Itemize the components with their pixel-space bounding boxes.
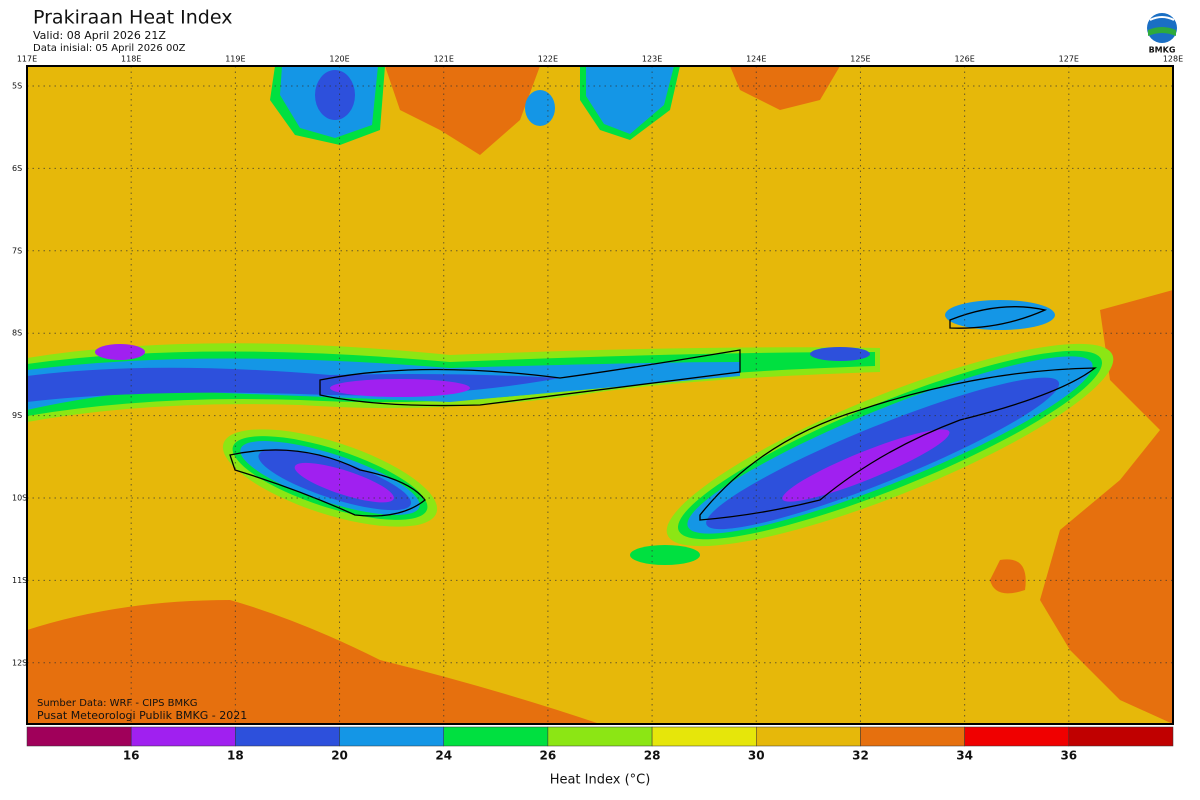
- colorbar-segment: [964, 726, 1070, 747]
- contour: [95, 344, 145, 360]
- colorbar-tick-label: 20: [331, 749, 348, 763]
- colorbar-tick-label: 36: [1060, 749, 1077, 763]
- warm-area: [730, 66, 840, 110]
- valid-time: Valid: 08 April 2026 21Z: [33, 29, 166, 42]
- colorbar-tick-label: 26: [540, 749, 557, 763]
- lat-label: 11S: [12, 576, 27, 585]
- lon-label: 117E: [17, 55, 37, 64]
- warm-area: [27, 600, 600, 724]
- coastlines: [229, 306, 1097, 521]
- lat-label: 5S: [12, 82, 22, 91]
- colorbar-label: Heat Index (°C): [550, 773, 651, 788]
- warm-area: [990, 559, 1026, 594]
- sumba-cool-area: [222, 429, 438, 527]
- colorbar-segment: [130, 726, 236, 747]
- lon-label: 120E: [329, 55, 349, 64]
- lat-label: 9S: [12, 411, 22, 420]
- contour: [810, 347, 870, 361]
- lon-label: 123E: [642, 55, 662, 64]
- warm-area: [1040, 290, 1173, 724]
- warm-area: [385, 66, 540, 155]
- colorbar-segment: [339, 726, 444, 747]
- colorbar: 16 18 20 24 26 28 30 32 34 36: [26, 726, 1174, 763]
- coastline: [229, 449, 426, 517]
- graticule: 117E 118E 119E 120E 121E 122E 123E 124E 125E 126E…: [12, 55, 1183, 724]
- lon-label: 128E: [1163, 55, 1183, 64]
- title: Prakiraan Heat Index: [33, 7, 232, 29]
- logo-text: BMKG: [1149, 46, 1176, 55]
- map-frame: [26, 65, 1174, 725]
- logo: BMKG: [1147, 13, 1177, 55]
- timor-cool-area: [666, 343, 1114, 547]
- contour: [782, 429, 950, 502]
- colorbar-tick-label: 34: [956, 749, 973, 763]
- contour: [315, 70, 355, 120]
- lon-label: 122E: [538, 55, 558, 64]
- lat-label: 8S: [12, 329, 22, 338]
- logo-wave: [1148, 27, 1176, 36]
- lon-label: 126E: [954, 55, 974, 64]
- lon-label: 127E: [1059, 55, 1079, 64]
- colorbar-tick-label: 18: [227, 749, 244, 763]
- colorbar-segment: [547, 726, 653, 747]
- contour: [525, 90, 555, 126]
- initial-time: Data inisial: 05 April 2026 00Z: [33, 43, 186, 54]
- coastline: [319, 349, 741, 407]
- contour: [330, 379, 470, 397]
- contour: [945, 300, 1055, 330]
- lon-label: 125E: [850, 55, 870, 64]
- heat-index-field: [27, 66, 1173, 724]
- lat-label: 6S: [12, 164, 22, 173]
- flores-cool-area: [27, 343, 880, 422]
- colorbar-tick-label: 30: [748, 749, 765, 763]
- colorbar-tick-label: 24: [435, 749, 452, 763]
- colorbar-segment: [860, 726, 965, 747]
- colorbar-tick-label: 28: [644, 749, 661, 763]
- colorbar-segment: [651, 726, 757, 747]
- credit: Pusat Meteorologi Publik BMKG - 2021: [37, 709, 247, 722]
- lat-label: 7S: [12, 246, 22, 255]
- coastline: [699, 367, 1097, 521]
- colorbar-segment: [756, 726, 861, 747]
- lon-label: 118E: [121, 55, 141, 64]
- lon-label: 121E: [434, 55, 454, 64]
- colorbar-segment: [26, 726, 132, 747]
- credit: Sumber Data: WRF - CIPS BMKG: [37, 698, 197, 709]
- lon-label: 124E: [746, 55, 766, 64]
- lon-label: 119E: [225, 55, 245, 64]
- coastline: [949, 306, 1048, 329]
- colorbar-tick-label: 32: [852, 749, 869, 763]
- lat-label: 12S: [12, 658, 27, 667]
- colorbar-tick-label: 16: [123, 749, 140, 763]
- contour: [294, 462, 394, 503]
- colorbar-segment: [1068, 726, 1174, 747]
- colorbar-segment: [235, 726, 340, 747]
- contour: [630, 545, 700, 565]
- colorbar-segment: [443, 726, 549, 747]
- logo-arc: [1149, 16, 1175, 21]
- lat-label: 10S: [12, 494, 27, 503]
